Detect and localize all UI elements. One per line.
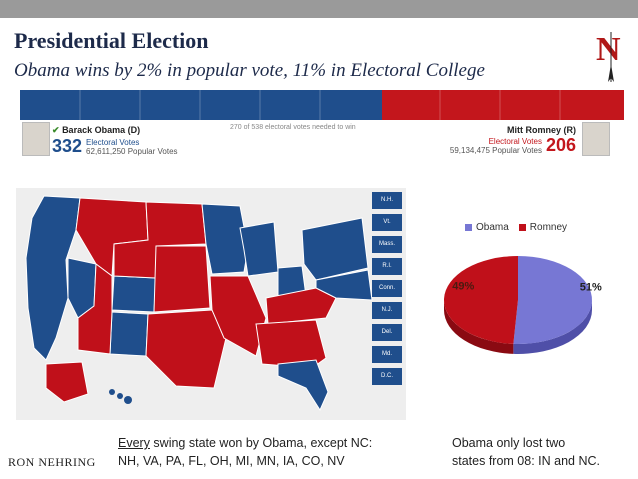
small-state-box: Mass. — [372, 236, 402, 253]
legend-item: Romney — [518, 222, 568, 233]
romney-result: Mitt Romney (R) Electoral Votes 59,134,4… — [446, 125, 576, 156]
legend-label: Obama — [476, 222, 509, 233]
caption-line2: NH, VA, PA, FL, OH, MI, MN, IA, CO, NV — [118, 454, 345, 468]
legend-label: Romney — [529, 222, 568, 233]
top-bar — [0, 0, 638, 18]
romney-electoral-votes: 206 — [545, 135, 576, 155]
electoral-map: N.H. Vt. Mass. R.I. Conn. N.J. Del. Md. D.C. — [16, 188, 406, 420]
small-state-box: N.J. — [372, 302, 402, 319]
slide-title: Presidential Election — [14, 28, 209, 53]
check-icon: ✔ — [52, 125, 60, 135]
nehring-logo-icon: N — [596, 31, 621, 82]
votes-needed-text: 270 of 538 electoral votes needed to win — [230, 124, 356, 131]
small-state-box: Del. — [372, 324, 402, 341]
pie-slice-side — [513, 300, 592, 354]
us-map-graphic — [25, 195, 373, 412]
legend-item: Obama — [465, 222, 509, 233]
pie-data-label: 49% — [452, 280, 474, 292]
small-state-box: N.H. — [372, 192, 402, 209]
popular-vote-pie: 51% 49% — [443, 256, 602, 354]
pie-slice-side — [444, 300, 514, 354]
small-state-box: D.C. — [372, 368, 402, 385]
obama-popular-votes: 62,611,250 Popular Votes — [86, 146, 178, 156]
romney-photo — [582, 122, 610, 156]
caption-line1-rest: swing state won by Obama, except NC: — [149, 436, 373, 450]
footer-logo: RON NEHRING — [8, 455, 96, 469]
legend-swatch — [518, 223, 526, 231]
obama-name: Barack Obama (D) — [62, 125, 141, 135]
pie-data-label: 51% — [580, 282, 602, 294]
slide-subtitle: Obama wins by 2% in popular vote, 11% in… — [14, 60, 485, 81]
pie-slice-romney — [443, 256, 518, 344]
swing-state-caption: Every swing state won by Obama, except N… — [118, 434, 428, 470]
small-state-box: Md. — [372, 346, 402, 363]
obama-bar-segment — [20, 90, 382, 120]
romney-popular-votes: 59,134,475 Popular Votes — [449, 145, 542, 155]
electoral-vote-bar — [20, 90, 624, 120]
small-state-box: Conn. — [372, 280, 402, 297]
romney-ev-label: Electoral Votes — [488, 136, 542, 146]
bar-grid-lines — [79, 90, 561, 120]
small-state-box: Vt. — [372, 214, 402, 231]
lost-states-caption: Obama only lost two states from 08: IN a… — [452, 434, 632, 470]
obama-electoral-votes: 332 — [52, 136, 83, 156]
lost-caption-line1: Obama only lost two — [452, 436, 566, 450]
small-states-list: N.H. Vt. Mass. R.I. Conn. N.J. Del. Md. D.C. — [372, 192, 402, 390]
obama-result: ✔ Barack Obama (D) 332 Electoral Votes 6… — [52, 125, 178, 157]
logo-letter: N — [596, 31, 621, 68]
romney-bar-segment — [382, 90, 624, 120]
lost-caption-line2: states from 08: IN and NC. — [452, 454, 600, 468]
small-state-box: R.I. — [372, 258, 402, 275]
romney-name: Mitt Romney (R) — [507, 125, 576, 135]
caption-underlined-word: Every — [118, 436, 150, 450]
obama-photo — [22, 122, 50, 156]
pie-legend: Obama Romney — [465, 222, 577, 233]
legend-swatch — [465, 223, 472, 231]
pie-slice-obama — [513, 256, 592, 344]
obama-ev-label: Electoral Votes — [86, 137, 140, 147]
